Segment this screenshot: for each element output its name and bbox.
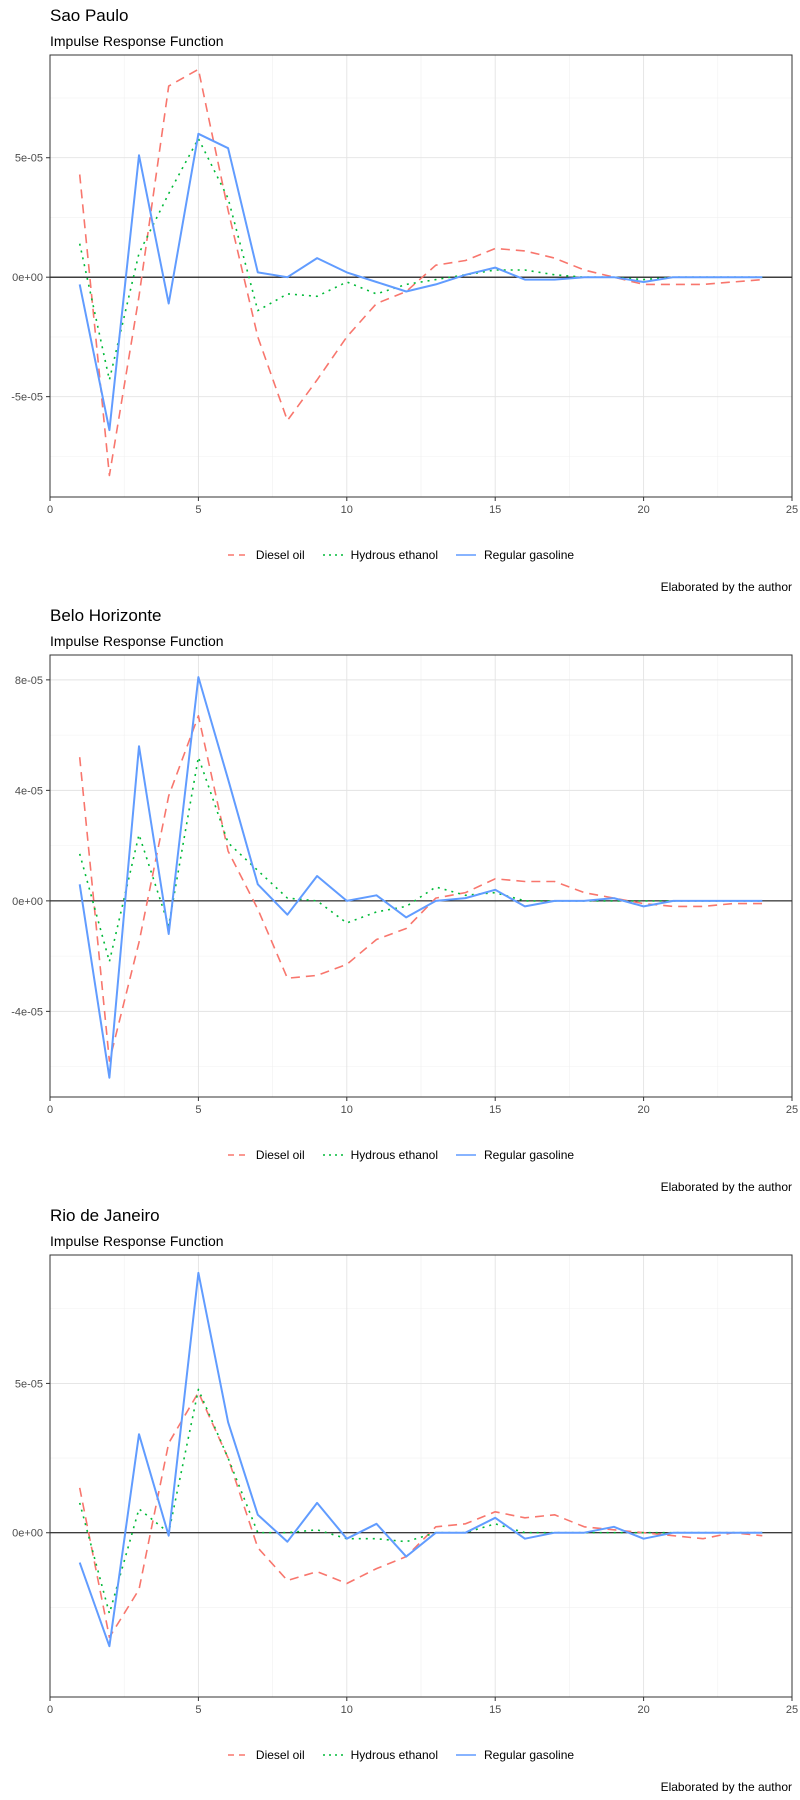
x-tick-label: 5 — [195, 1704, 201, 1716]
series-line-diesel-oil — [78, 715, 763, 1062]
x-tick-label: 20 — [637, 1704, 649, 1716]
y-tick-label: 5e-05 — [15, 1378, 43, 1390]
legend-key — [322, 554, 343, 556]
legend-key — [322, 1754, 343, 1756]
legend-label: Diesel oil — [255, 548, 305, 562]
y-tick-label: 4e-05 — [15, 785, 43, 797]
caption: Elaborated by the author — [660, 1180, 792, 1194]
x-tick-label: 20 — [637, 1104, 649, 1116]
legend-item-hydrous-ethanol: Hydrous ethanol — [321, 1148, 438, 1162]
y-tick-label: 0e+00 — [12, 896, 43, 908]
chart-title: Rio de Janeiro — [50, 1206, 160, 1225]
y-tick-label: -5e-05 — [11, 392, 43, 404]
x-tick-label: 5 — [195, 504, 201, 516]
series-line-regular-gasoline — [78, 132, 763, 432]
x-tick-label: 5 — [195, 1104, 201, 1116]
x-tick-label: 15 — [489, 1104, 501, 1116]
chart-title: Belo Horizonte — [50, 606, 162, 625]
chart-panel-belo-horizonte: Belo Horizonte Impulse Response Function… — [0, 600, 800, 1200]
legend-label: Regular gasoline — [484, 1748, 575, 1762]
legend-label: Regular gasoline — [484, 1148, 575, 1162]
series-line-hydrous-ethanol — [78, 1388, 763, 1615]
legend-item-regular-gasoline: Regular gasoline — [454, 1148, 574, 1162]
x-tick-label: 10 — [341, 504, 353, 516]
plot-border — [49, 54, 793, 498]
chart-panel-sao-paulo: Sao Paulo Impulse Response Function 0 5 10… — [0, 0, 800, 600]
legend-label: Hydrous ethanol — [350, 1148, 438, 1162]
x-tick-label: 25 — [786, 1704, 798, 1716]
series-line-diesel-oil — [78, 1391, 763, 1639]
x-tick-label: 25 — [786, 504, 798, 516]
legend-label: Regular gasoline — [484, 548, 575, 562]
x-tick-label: 20 — [637, 504, 649, 516]
caption: Elaborated by the author — [660, 580, 792, 594]
legend-key — [456, 554, 476, 556]
plot-area: 0 5 10 15 20 25 -4e-05 0e+00 4e-05 8e-05 — [11, 654, 798, 1116]
legend-key — [227, 1154, 248, 1156]
legend-label: Diesel oil — [255, 1148, 305, 1162]
legend-key — [227, 554, 248, 556]
legend-key — [456, 1754, 476, 1756]
y-tick-label: 5e-05 — [15, 153, 43, 165]
legend-key — [322, 1154, 343, 1156]
x-tick-label: 10 — [341, 1104, 353, 1116]
x-tick-label: 15 — [489, 1704, 501, 1716]
legend-item-diesel-oil: Diesel oil — [226, 548, 305, 562]
series-line-diesel-oil — [78, 68, 763, 477]
y-tick-label: 8e-05 — [15, 675, 43, 687]
x-tick-label: 0 — [47, 504, 53, 516]
chart-title: Sao Paulo — [50, 6, 129, 25]
plot-area: 0 5 10 15 20 25 -5e-05 0e+00 5e-05 — [11, 54, 798, 516]
legend-label: Diesel oil — [255, 1748, 305, 1762]
caption: Elaborated by the author — [660, 1780, 792, 1794]
legend-item-diesel-oil: Diesel oil — [226, 1748, 305, 1762]
x-tick-label: 10 — [341, 1704, 353, 1716]
chart-subtitle: Impulse Response Function — [50, 1233, 224, 1249]
y-tick-label: -4e-05 — [11, 1006, 43, 1018]
x-tick-label: 15 — [489, 504, 501, 516]
legend-item-regular-gasoline: Regular gasoline — [454, 548, 574, 562]
plot-area: 0 5 10 15 20 25 0e+00 5e-05 — [12, 1254, 798, 1716]
x-tick-label: 0 — [47, 1104, 53, 1116]
legend-item-regular-gasoline: Regular gasoline — [454, 1748, 574, 1762]
legend: Diesel oil Hydrous ethanol Regular gasolin… — [0, 1746, 800, 1764]
plot-border — [49, 1254, 793, 1698]
legend-label: Hydrous ethanol — [350, 548, 438, 562]
y-tick-label: 0e+00 — [12, 272, 43, 284]
legend-key — [456, 1154, 476, 1156]
legend: Diesel oil Hydrous ethanol Regular gasolin… — [0, 1146, 800, 1164]
legend-label: Hydrous ethanol — [350, 1748, 438, 1762]
series-line-regular-gasoline — [78, 1271, 763, 1648]
series-line-hydrous-ethanol — [78, 137, 763, 381]
chart-subtitle: Impulse Response Function — [50, 633, 224, 649]
legend-item-diesel-oil: Diesel oil — [226, 1148, 305, 1162]
series-line-hydrous-ethanol — [78, 756, 763, 963]
legend: Diesel oil Hydrous ethanol Regular gasolin… — [0, 546, 800, 564]
chart-panel-rio-de-janeiro: Rio de Janeiro Impulse Response Function… — [0, 1200, 800, 1800]
series-line-regular-gasoline — [78, 676, 763, 1079]
plot-border — [49, 654, 793, 1098]
x-tick-label: 25 — [786, 1104, 798, 1116]
legend-item-hydrous-ethanol: Hydrous ethanol — [321, 1748, 438, 1762]
chart-subtitle: Impulse Response Function — [50, 33, 224, 49]
legend-item-hydrous-ethanol: Hydrous ethanol — [321, 548, 438, 562]
x-tick-label: 0 — [47, 1704, 53, 1716]
y-tick-label: 0e+00 — [12, 1528, 43, 1540]
legend-key — [227, 1754, 248, 1756]
